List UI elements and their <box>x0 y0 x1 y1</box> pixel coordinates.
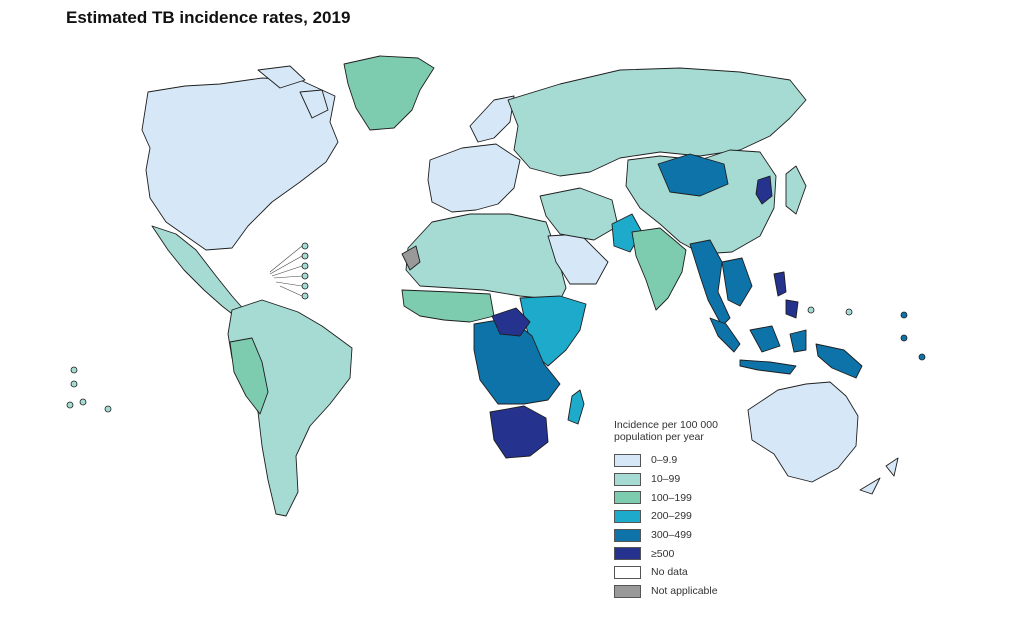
legend-swatch <box>614 565 641 579</box>
legend-item: 100–199 <box>614 488 774 507</box>
region-north-america <box>257 65 306 89</box>
legend-swatch <box>614 547 641 561</box>
legend-label: Not applicable <box>651 585 718 598</box>
island-marker <box>845 308 853 316</box>
region-western-europe <box>469 95 515 143</box>
legend-label: 10–99 <box>651 473 681 486</box>
region-north-korea <box>755 175 773 205</box>
island-marker <box>70 380 78 388</box>
region-indonesia <box>739 359 797 375</box>
island-marker <box>104 405 112 413</box>
legend-swatch <box>614 584 641 598</box>
region-mongolia <box>657 153 729 197</box>
region-congo-basin <box>491 307 531 337</box>
island-marker <box>301 292 309 300</box>
region-new-zealand <box>859 477 881 495</box>
region-myanmar-southeast-asia <box>721 257 753 307</box>
region-western-sahara <box>401 245 421 271</box>
legend-label: 0–9.9 <box>651 454 678 467</box>
island-marker <box>70 366 78 374</box>
region-south-america <box>227 299 353 517</box>
region-eastern-europe-russia <box>507 67 807 177</box>
legend-label: ≥500 <box>651 547 675 560</box>
region-greenland <box>343 55 435 131</box>
region-western-europe <box>427 143 521 213</box>
legend-item: 0–9.9 <box>614 451 774 470</box>
legend-label: 200–299 <box>651 510 692 523</box>
legend-item: 300–499 <box>614 526 774 545</box>
region-myanmar-southeast-asia <box>689 239 731 327</box>
island-marker <box>807 306 815 314</box>
island-marker <box>301 282 309 290</box>
island-marker <box>301 272 309 280</box>
legend-item: 10–99 <box>614 470 774 489</box>
region-indonesia <box>709 317 741 353</box>
island-marker <box>918 353 926 361</box>
island-marker <box>900 334 908 342</box>
legend-item: No data <box>614 563 774 582</box>
island-marker <box>301 252 309 260</box>
legend-label: No data <box>651 566 688 579</box>
region-madagascar <box>567 389 585 425</box>
legend-swatch <box>614 472 641 486</box>
island-marker <box>66 401 74 409</box>
region-india <box>631 227 687 311</box>
region-philippines <box>785 299 799 319</box>
legend-item: ≥500 <box>614 544 774 563</box>
legend-swatch <box>614 528 641 542</box>
legend-label: 100–199 <box>651 491 692 504</box>
legend-label: 300–499 <box>651 529 692 542</box>
region-north-africa <box>405 213 567 301</box>
legend-title: Incidence per 100 000 population per yea… <box>614 419 718 443</box>
island-marker <box>301 242 309 250</box>
region-indonesia <box>749 325 781 353</box>
region-philippines <box>773 271 787 297</box>
legend-item: Not applicable <box>614 582 774 601</box>
island-marker <box>79 398 87 406</box>
region-indonesia <box>789 329 807 353</box>
region-andean-south-america <box>229 337 269 415</box>
island-leader-lines <box>269 245 303 297</box>
legend-swatch <box>614 453 641 467</box>
legend: Incidence per 100 000 population per yea… <box>614 419 774 601</box>
legend-swatch <box>614 491 641 505</box>
region-southern-africa <box>489 405 549 459</box>
legend-swatch <box>614 509 641 523</box>
map-title: Estimated TB incidence rates, 2019 <box>66 8 351 27</box>
region-west-africa <box>401 289 495 323</box>
region-japan <box>785 165 807 215</box>
region-middle-east <box>539 187 619 241</box>
region-papua-new-guinea <box>815 343 863 379</box>
island-marker <box>900 311 908 319</box>
region-new-zealand <box>885 457 899 477</box>
island-marker <box>301 262 309 270</box>
region-australia <box>747 381 859 483</box>
legend-items: 0–9.9 10–99 100–199 200–299 300–499 ≥500 No da… <box>614 451 774 601</box>
legend-item: 200–299 <box>614 507 774 526</box>
region-north-america <box>299 89 329 119</box>
